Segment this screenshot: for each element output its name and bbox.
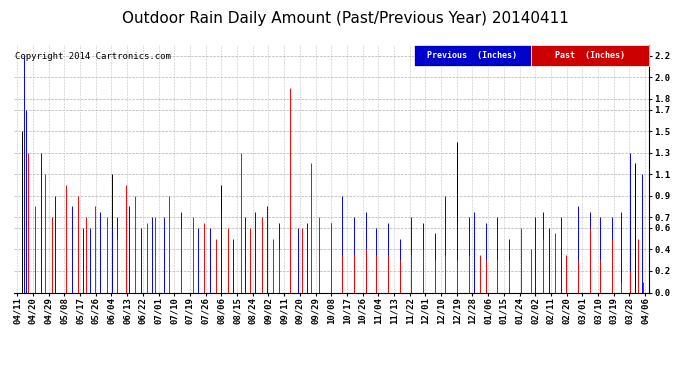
Text: Past  (Inches): Past (Inches)	[555, 51, 625, 60]
Text: Copyright 2014 Cartronics.com: Copyright 2014 Cartronics.com	[15, 53, 171, 62]
Text: Previous  (Inches): Previous (Inches)	[427, 51, 518, 60]
Bar	[414, 45, 531, 66]
Bar	[531, 45, 649, 66]
Text: Outdoor Rain Daily Amount (Past/Previous Year) 20140411: Outdoor Rain Daily Amount (Past/Previous…	[121, 11, 569, 26]
